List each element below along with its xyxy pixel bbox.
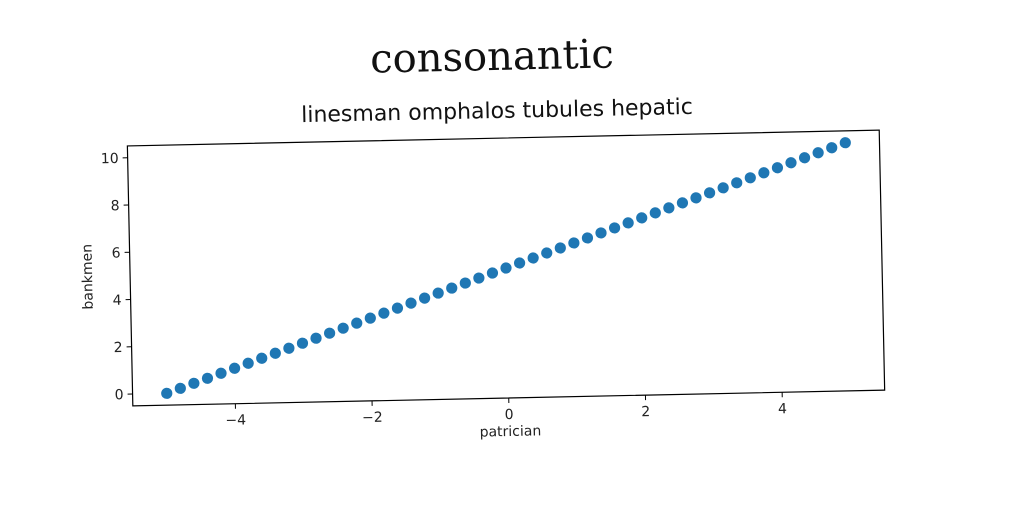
scatter-point xyxy=(161,387,173,399)
scatter-point xyxy=(812,147,824,159)
x-tick-label: −2 xyxy=(362,410,383,426)
scatter-point xyxy=(269,347,281,359)
scatter-point xyxy=(731,177,743,189)
scatter-point xyxy=(758,167,770,179)
scatter-point xyxy=(826,142,838,154)
scatter-point xyxy=(283,342,295,354)
scatter-point xyxy=(256,352,268,364)
scatter-points xyxy=(161,137,851,399)
scatter-point xyxy=(798,152,811,164)
scatter-point xyxy=(201,372,214,384)
scatter-point xyxy=(215,367,227,379)
scatter-point xyxy=(351,317,363,329)
scatter-point xyxy=(703,187,716,199)
scatter-point xyxy=(744,172,756,184)
x-tick-label: 2 xyxy=(641,404,650,420)
scatter-point xyxy=(541,247,553,259)
scatter-point xyxy=(188,377,200,389)
x-tick-label: 0 xyxy=(504,407,513,423)
y-tick-label: 4 xyxy=(113,293,122,309)
scatter-point xyxy=(296,337,309,349)
plot-area: −4 −2 0 2 4 0 2 4 6 8 10 patrician bankmen xyxy=(79,129,886,441)
x-axis: −4 −2 0 2 4 xyxy=(225,392,787,429)
scatter-point xyxy=(229,362,241,374)
scatter-point xyxy=(663,202,675,214)
y-tick-label: 8 xyxy=(111,198,120,214)
y-tick-label: 6 xyxy=(112,245,121,261)
scatter-point xyxy=(242,357,254,369)
scatter-point xyxy=(581,232,594,244)
scatter-point xyxy=(364,312,376,324)
scatter-point xyxy=(432,287,444,299)
scatter-point xyxy=(636,212,648,224)
x-tick-label: −4 xyxy=(225,412,246,428)
scatter-point xyxy=(310,332,322,344)
scatter-point xyxy=(446,282,458,294)
scatter-point xyxy=(649,207,661,219)
y-axis: 0 2 4 6 8 10 xyxy=(101,151,133,403)
x-axis-label: patrician xyxy=(479,423,541,440)
y-tick-label: 10 xyxy=(101,151,119,167)
scatter-point xyxy=(418,292,431,304)
scatter-point xyxy=(473,272,485,284)
scatter-point xyxy=(554,242,566,254)
scatter-point xyxy=(513,257,526,269)
scatter-point xyxy=(324,327,336,339)
scatter-point xyxy=(771,162,784,174)
scatter-point xyxy=(174,382,186,394)
scatter-point xyxy=(785,157,797,169)
scatter-point xyxy=(568,237,580,249)
chart-title: consonantic xyxy=(370,31,614,82)
y-tick-label: 2 xyxy=(114,340,123,356)
scatter-point xyxy=(486,267,499,279)
scatter-point xyxy=(459,277,471,289)
scatter-point xyxy=(405,297,417,309)
scatter-point xyxy=(595,227,607,239)
scatter-point xyxy=(391,302,404,314)
scatter-point xyxy=(676,197,689,209)
y-tick-label: 0 xyxy=(115,387,124,403)
x-tick-label: 4 xyxy=(778,401,787,417)
scatter-point xyxy=(608,222,621,234)
scatter-point xyxy=(839,137,851,149)
scatter-point xyxy=(337,322,349,334)
scatter-point xyxy=(622,217,634,229)
scatter-point xyxy=(527,252,539,264)
scatter-point xyxy=(500,262,512,274)
scatter-point xyxy=(717,182,729,194)
chart-subtitle: linesman omphalos tubules hepatic xyxy=(301,95,693,128)
scatter-point xyxy=(378,307,390,319)
y-axis-label: bankmen xyxy=(79,244,96,310)
scatter-point xyxy=(690,192,702,204)
